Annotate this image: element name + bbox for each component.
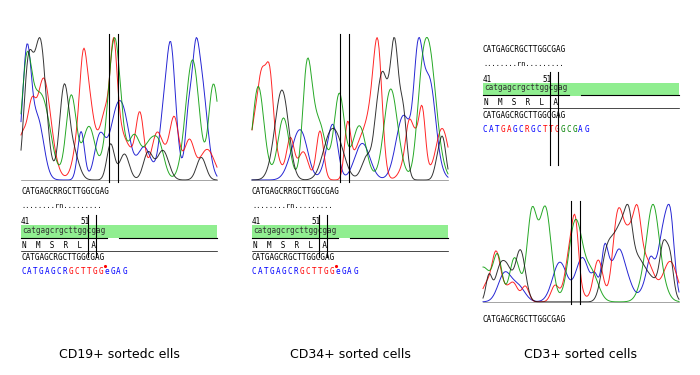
Text: C: C	[566, 124, 571, 134]
Text: R: R	[294, 267, 298, 276]
Text: A: A	[116, 267, 121, 276]
Text: C: C	[483, 124, 488, 134]
FancyBboxPatch shape	[21, 225, 217, 238]
Text: G: G	[354, 267, 358, 276]
Text: CATGAGCRRGCTTGGCGAG: CATGAGCRRGCTTGGCGAG	[21, 188, 109, 196]
Text: T: T	[80, 267, 85, 276]
Text: G: G	[323, 267, 328, 276]
Text: N  M  S  R  L  A: N M S R L A	[484, 98, 559, 107]
Text: G: G	[300, 267, 304, 276]
Text: G: G	[500, 124, 505, 134]
Text: N  M  S  R  L  A: N M S R L A	[253, 241, 328, 250]
Text: CATGAGCRGCTTGGCGAG: CATGAGCRGCTTGGCGAG	[21, 254, 104, 262]
Text: 51: 51	[80, 217, 90, 226]
Text: CATGAGCRGCTTGGCGAG: CATGAGCRGCTTGGCGAG	[483, 315, 566, 324]
Text: 41: 41	[252, 217, 261, 226]
Text: CATGAGCRGCTTGGCGAG: CATGAGCRGCTTGGCGAG	[483, 111, 566, 120]
Text: G: G	[270, 267, 274, 276]
Text: C: C	[57, 267, 62, 276]
Text: T: T	[548, 124, 553, 134]
Text: G: G	[560, 124, 565, 134]
Text: CATGAGCRGCTTGGCGAG: CATGAGCRGCTTGGCGAG	[252, 254, 335, 262]
Text: 41: 41	[483, 75, 492, 84]
Text: G: G	[512, 124, 517, 134]
Text: G: G	[99, 267, 103, 276]
Text: C: C	[305, 267, 310, 276]
Text: R: R	[63, 267, 67, 276]
Text: G: G	[330, 267, 334, 276]
Text: e: e	[335, 267, 340, 276]
Text: catgagcrgcttggcgag: catgagcrgcttggcgag	[22, 226, 106, 235]
Text: C: C	[75, 267, 79, 276]
Text: C: C	[536, 124, 541, 134]
Text: ........rn.........: ........rn.........	[483, 61, 564, 67]
Text: CATGAGCRGCTTGGCGAG: CATGAGCRGCTTGGCGAG	[483, 45, 566, 54]
Text: A: A	[258, 267, 262, 276]
Text: C: C	[252, 267, 257, 276]
Text: A: A	[276, 267, 281, 276]
Text: A: A	[27, 267, 31, 276]
Text: G: G	[342, 267, 346, 276]
Text: G: G	[51, 267, 55, 276]
Text: catgagcrgcttggcgag: catgagcrgcttggcgag	[253, 226, 337, 235]
Text: T: T	[33, 267, 38, 276]
Text: T: T	[542, 124, 547, 134]
Text: CD34+ sorted cells: CD34+ sorted cells	[290, 348, 410, 361]
Text: e: e	[104, 267, 109, 276]
Text: CATGAGCRRGCTTGGCGAG: CATGAGCRRGCTTGGCGAG	[252, 188, 340, 196]
Text: G: G	[69, 267, 74, 276]
Text: T: T	[264, 267, 269, 276]
FancyBboxPatch shape	[483, 82, 679, 96]
Text: G: G	[572, 124, 577, 134]
FancyBboxPatch shape	[252, 225, 448, 238]
Text: CD19+ sortedc ells: CD19+ sortedc ells	[59, 348, 179, 361]
Text: N  M  S  R  L  A: N M S R L A	[22, 241, 97, 250]
Text: ........rn.........: ........rn.........	[252, 203, 332, 209]
Text: G: G	[584, 124, 589, 134]
Text: G: G	[92, 267, 97, 276]
Text: 51: 51	[312, 217, 321, 226]
Text: G: G	[281, 267, 286, 276]
Text: A: A	[507, 124, 512, 134]
Text: T: T	[87, 267, 91, 276]
Text: 41: 41	[21, 217, 30, 226]
Text: T: T	[312, 267, 316, 276]
Text: T: T	[495, 124, 500, 134]
Text: C: C	[519, 124, 524, 134]
Text: G: G	[554, 124, 559, 134]
Text: CD3+ sorted cells: CD3+ sorted cells	[524, 348, 638, 361]
Text: G: G	[531, 124, 536, 134]
Text: C: C	[21, 267, 26, 276]
Text: A: A	[489, 124, 493, 134]
Text: G: G	[111, 267, 115, 276]
Text: T: T	[318, 267, 322, 276]
Text: G: G	[122, 267, 127, 276]
Text: A: A	[347, 267, 352, 276]
Text: ........rn.........: ........rn.........	[21, 203, 102, 209]
Text: R: R	[524, 124, 529, 134]
Text: 51: 51	[542, 75, 552, 84]
Text: G: G	[39, 267, 43, 276]
Text: catgagcrgcttggcgag: catgagcrgcttggcgag	[484, 83, 568, 92]
Text: C: C	[288, 267, 293, 276]
Text: A: A	[45, 267, 50, 276]
Text: A: A	[578, 124, 583, 134]
